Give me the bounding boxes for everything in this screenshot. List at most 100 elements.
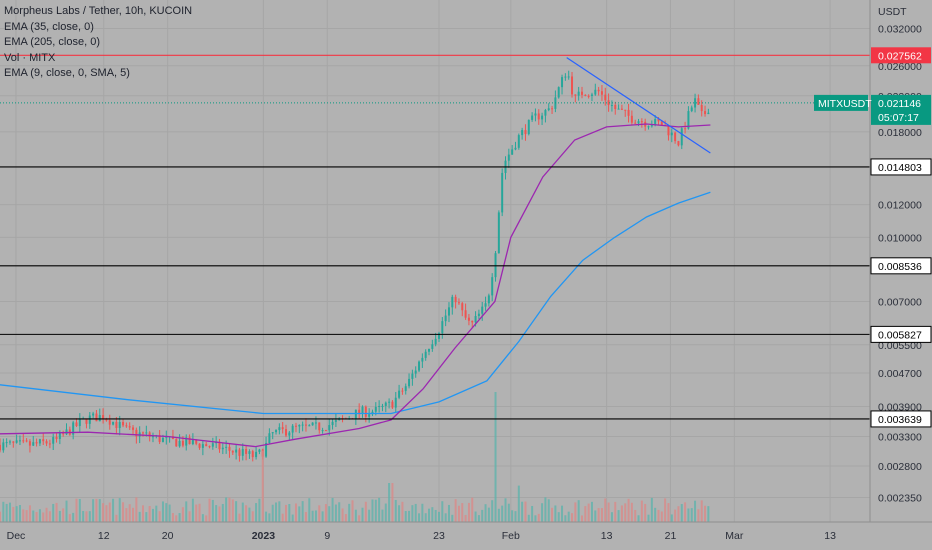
candle-body [557, 87, 560, 98]
candle-body [15, 440, 18, 443]
volume-bar [418, 513, 421, 522]
volume-bar [391, 483, 394, 522]
candle-body [624, 109, 627, 111]
level-label-box [870, 325, 932, 343]
volume-bar [321, 511, 324, 522]
level-label-box [870, 257, 932, 275]
volume-bar [620, 505, 623, 522]
volume-bar [447, 504, 450, 522]
candle-body [92, 413, 95, 416]
candle-body [58, 433, 61, 439]
volume-bar [181, 507, 184, 522]
indicator-ema-9[interactable]: EMA (9, close, 0, SMA, 5) [4, 67, 130, 79]
candle-body [241, 449, 244, 456]
countdown-label: 05:07:17 [878, 112, 919, 124]
volume-bar [122, 502, 125, 522]
candle-body [42, 439, 45, 442]
chart-legend: Morpheus Labs / Tether, 10h, KUCOIN EMA … [4, 4, 192, 82]
candle-body [364, 406, 367, 417]
candle-body [444, 315, 447, 322]
candle-body [228, 446, 231, 451]
volume-bar [298, 506, 301, 522]
candle-body [18, 440, 21, 442]
symbol-title[interactable]: Morpheus Labs / Tether, 10h, KUCOIN [4, 5, 193, 17]
indicator-ema-205[interactable]: EMA (205, close, 0) [4, 36, 100, 48]
candle-body [477, 313, 480, 317]
candle-body [225, 446, 228, 448]
level-label: 0.014803 [878, 162, 922, 174]
volume-bar [434, 509, 437, 522]
candle-body [620, 108, 623, 110]
volume-bar [165, 503, 168, 522]
ticker-label: MITXUSDT [818, 98, 872, 110]
candle-body [374, 406, 377, 412]
volume-bar [58, 510, 61, 522]
volume-bar [551, 507, 554, 522]
candle-body [434, 338, 437, 345]
volume-bar [398, 505, 401, 522]
volume-bar [135, 497, 138, 522]
candle-body [547, 108, 550, 111]
candle-body [288, 432, 291, 436]
time-tick-label: 13 [601, 530, 613, 542]
ticker-tag [814, 94, 868, 111]
candle-body [28, 441, 31, 446]
volume-bar [78, 498, 81, 522]
descending-trendline [566, 57, 711, 154]
volume-bar [650, 497, 653, 522]
candle-body [22, 440, 25, 442]
volume-bar [481, 509, 484, 522]
volume-bar [211, 499, 214, 522]
indicator-volume[interactable]: Vol · MITX [4, 51, 56, 64]
volume-bar [404, 511, 407, 522]
volume-bar [218, 506, 221, 522]
volume-bar [112, 498, 115, 522]
candle-body [544, 110, 547, 116]
candle-body [368, 414, 371, 417]
candle-body [268, 433, 271, 443]
volume-bar [338, 502, 341, 522]
candle-body [511, 149, 514, 155]
volume-bar [8, 502, 11, 522]
candle-body [464, 310, 467, 318]
volume-bar [547, 499, 550, 522]
volume-bar [92, 499, 95, 522]
volume-bar [168, 504, 171, 522]
volume-bar [48, 511, 51, 522]
candle-body [590, 94, 593, 96]
volume-bar [514, 511, 517, 522]
candle-body [354, 409, 357, 420]
volume-bar [318, 505, 321, 522]
volume-bar [351, 500, 354, 522]
volume-bar [301, 501, 304, 522]
time-tick-label: 13 [824, 530, 836, 542]
price-tick-label: 0.032000 [878, 23, 922, 35]
volume-bar [667, 503, 670, 522]
volume-bar [75, 498, 78, 522]
level-label: 0.005827 [878, 329, 922, 341]
candle-body [537, 113, 540, 120]
candle-body [238, 449, 241, 456]
volume-bar [311, 510, 314, 522]
volume-bar [294, 503, 297, 522]
candle-body [501, 172, 504, 213]
volume-bar [414, 503, 417, 522]
volume-bar [275, 502, 278, 522]
volume-bar [647, 514, 650, 522]
candle-body [414, 370, 417, 374]
volume-bar [684, 502, 687, 522]
volume-bar [590, 501, 593, 522]
volume-bar [674, 509, 677, 522]
volume-bar [614, 501, 617, 522]
indicator-ema-35[interactable]: EMA (35, close, 0) [4, 20, 94, 33]
candle-body [494, 253, 497, 278]
volume-bar [195, 504, 198, 522]
candle-body [401, 390, 404, 392]
volume-bar [228, 497, 231, 522]
volume-bar [428, 508, 431, 522]
candle-body [301, 424, 304, 426]
volume-bar [564, 515, 567, 522]
candle-body [541, 115, 544, 120]
time-tick-label: 23 [433, 530, 445, 542]
